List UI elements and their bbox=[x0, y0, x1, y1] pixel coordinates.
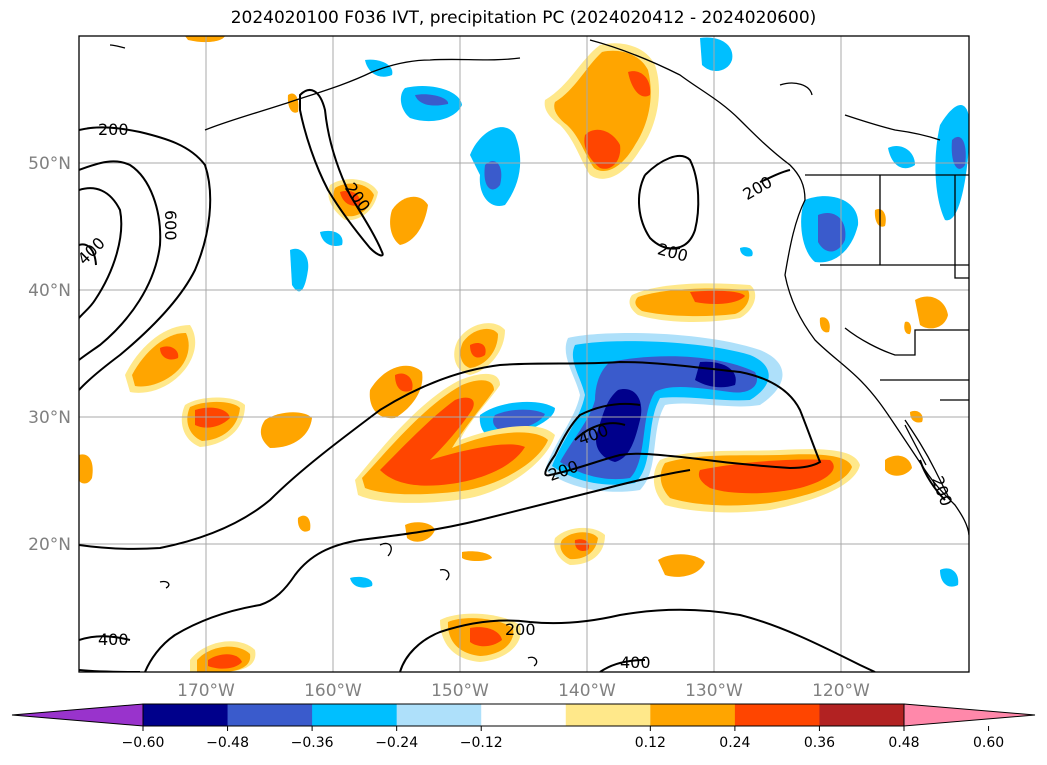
contour-label: 200 bbox=[505, 620, 536, 639]
contour-label: 400 bbox=[620, 653, 651, 672]
gridlines bbox=[79, 36, 969, 672]
colorbar-segment bbox=[819, 704, 905, 726]
colorbar-tick-label: 0.24 bbox=[719, 735, 750, 751]
colorbar-segment bbox=[565, 704, 651, 726]
colorbar-tick-label: −0.48 bbox=[206, 735, 249, 751]
lat-label: 50°N bbox=[28, 154, 71, 174]
colorbar-segment bbox=[734, 704, 820, 726]
colorbar-extend-low bbox=[11, 703, 144, 727]
lon-label: 120°W bbox=[812, 681, 870, 701]
precip-positive-areas bbox=[79, 36, 948, 672]
colorbar-segment bbox=[143, 704, 229, 726]
lon-label: 170°W bbox=[177, 681, 235, 701]
lat-labels: 50°N 40°N 30°N 20°N bbox=[28, 154, 71, 555]
ivt-contours bbox=[79, 89, 946, 672]
colorbar-tick-label: 0.48 bbox=[888, 735, 919, 751]
colorbar-extend-high bbox=[903, 703, 1036, 727]
contour-label: 600 bbox=[161, 210, 180, 241]
colorbar-tick-label: −0.36 bbox=[291, 735, 334, 751]
lon-label: 140°W bbox=[558, 681, 616, 701]
lon-label: 150°W bbox=[431, 681, 489, 701]
lon-label: 130°W bbox=[685, 681, 743, 701]
colorbar-tick-label: 0.12 bbox=[635, 735, 666, 751]
lat-label: 30°N bbox=[28, 408, 71, 428]
contour-label: 400 bbox=[98, 630, 129, 649]
colorbar-segment bbox=[650, 704, 736, 726]
colorbar-segment bbox=[312, 704, 398, 726]
colorbar: −0.60 −0.48 −0.36 −0.24 −0.12 0.12 0.24 0.36 0.4… bbox=[11, 703, 1036, 751]
page-title: 2024020100 F036 IVT, precipitation PC (2… bbox=[230, 8, 817, 28]
map-frame bbox=[78, 35, 970, 673]
lat-label: 20°N bbox=[28, 535, 71, 555]
lon-labels: 170°W 160°W 150°W 140°W 130°W 120°W bbox=[177, 681, 870, 701]
colorbar-tick-label: 0.36 bbox=[804, 735, 835, 751]
map-area bbox=[79, 36, 969, 672]
colorbar-segment bbox=[481, 704, 567, 726]
colorbar-frame bbox=[142, 703, 905, 727]
contour-label: 200 bbox=[98, 120, 129, 139]
colorbar-tick-label: 0.60 bbox=[973, 735, 1004, 751]
lat-label: 40°N bbox=[28, 281, 71, 301]
colorbar-segment bbox=[227, 704, 313, 726]
colorbar-segment bbox=[396, 704, 482, 726]
colorbar-tick-label: −0.12 bbox=[460, 735, 503, 751]
colorbar-tick-label: −0.24 bbox=[375, 735, 418, 751]
lon-label: 160°W bbox=[304, 681, 362, 701]
colorbar-tick-label: −0.60 bbox=[122, 735, 165, 751]
